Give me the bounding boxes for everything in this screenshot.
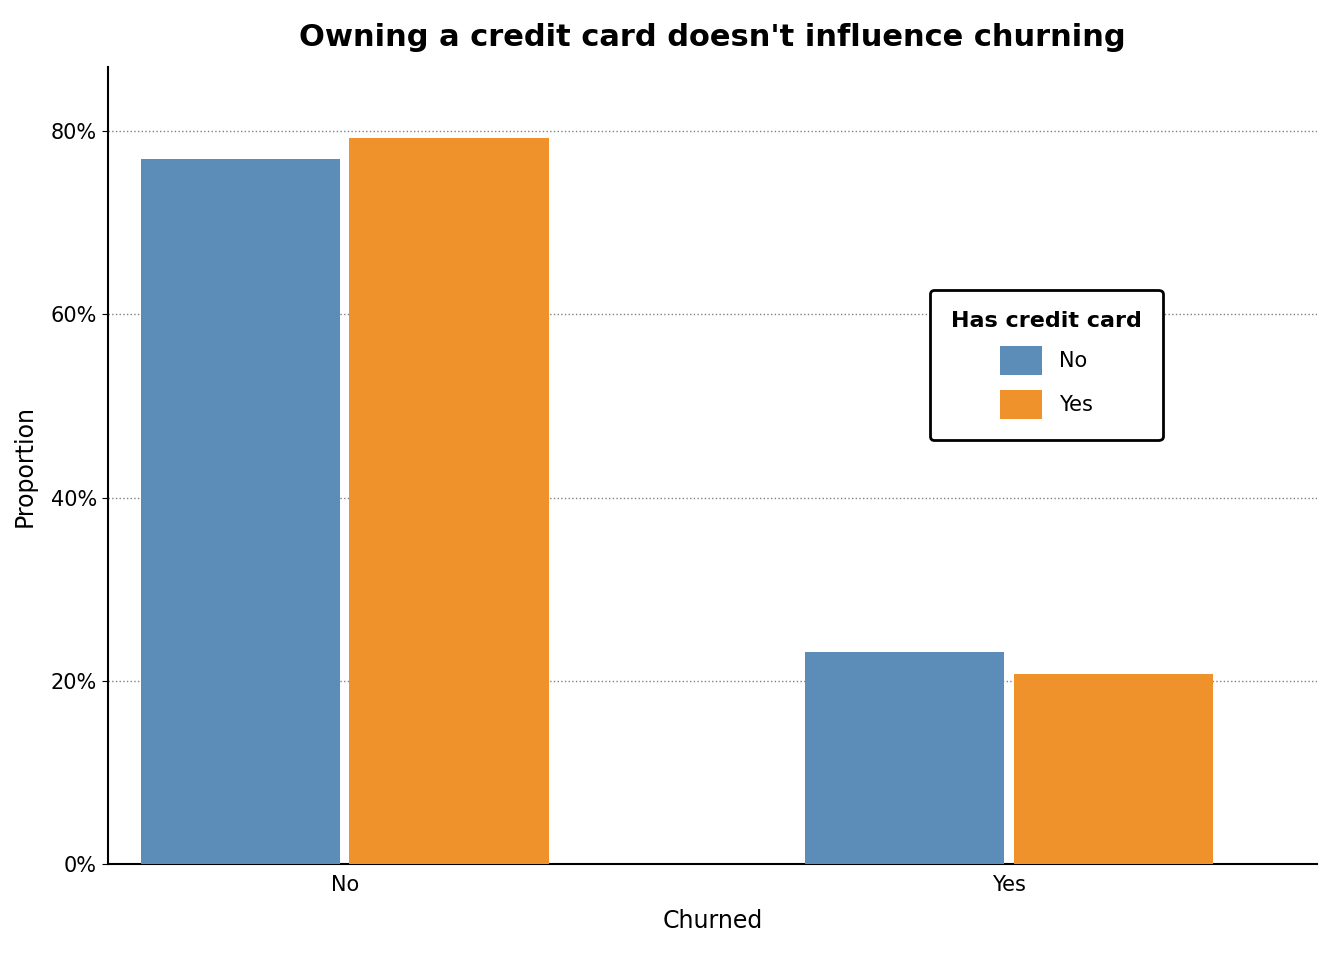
Bar — [349, 137, 548, 864]
Bar — [141, 158, 340, 864]
Title: Owning a credit card doesn't influence churning: Owning a credit card doesn't influence c… — [298, 23, 1126, 53]
Bar — [1013, 675, 1212, 864]
Bar — [805, 652, 1004, 864]
Legend: No, Yes: No, Yes — [930, 290, 1163, 440]
Y-axis label: Proportion: Proportion — [13, 404, 36, 527]
X-axis label: Churned: Churned — [663, 909, 762, 933]
